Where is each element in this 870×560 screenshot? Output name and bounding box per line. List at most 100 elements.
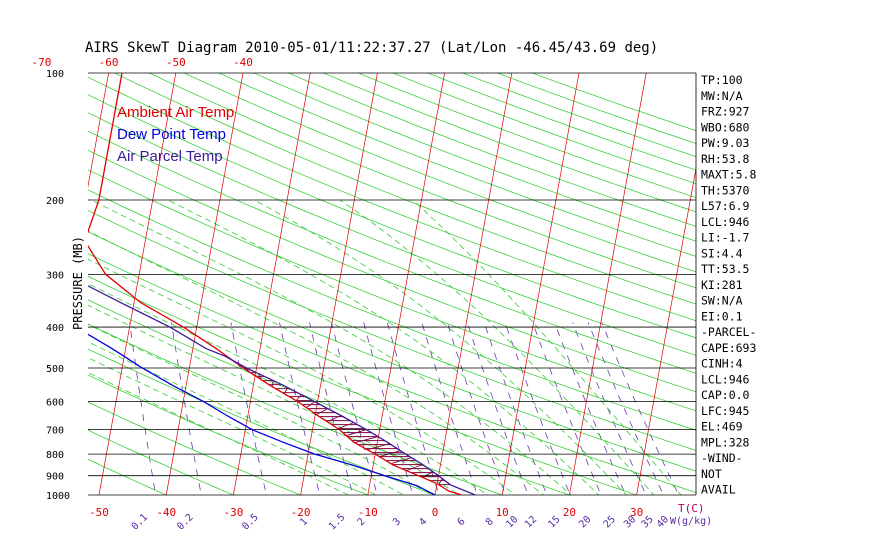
cape-hatch-line <box>438 478 443 485</box>
dry-adiabat-line <box>88 275 638 495</box>
moist-adiabat-line <box>339 199 655 495</box>
pressure-tick-label: 1000 <box>46 491 70 502</box>
bottom-temp-tick-label: 10 <box>496 506 509 519</box>
index-readout: CAPE:693 <box>701 341 756 355</box>
dry-adiabat-line <box>88 231 696 472</box>
mixing-ratio-label: 20 <box>577 514 593 530</box>
index-readout: SW:N/A <box>701 294 743 308</box>
cape-hatch-line <box>406 464 423 472</box>
mixing-ratio-label: 25 <box>602 514 618 530</box>
moist-adiabat-line <box>88 304 461 495</box>
isotherm-line <box>501 73 580 495</box>
mixing-ratio-label: 8 <box>484 516 496 528</box>
mixing-ratio-label: 0.1 <box>130 512 151 533</box>
dry-adiabat-line <box>88 169 696 412</box>
pressure-tick-label: 500 <box>46 364 64 375</box>
cape-hatch-line <box>271 380 274 387</box>
moist-adiabat-line <box>412 199 682 495</box>
dry-adiabat-line <box>392 73 696 185</box>
dry-adiabat-line <box>88 130 696 374</box>
bottom-temp-tick-label: 0 <box>432 506 439 519</box>
mixing-ratio-label: 4 <box>417 516 429 528</box>
index-readout: RH:53.8 <box>701 152 750 166</box>
moist-adiabat-line <box>88 372 350 495</box>
dry-adiabat-line <box>113 73 696 305</box>
isotherm-line <box>233 73 311 495</box>
dry-adiabat-line <box>427 73 696 171</box>
dew-point-templine-series-line <box>88 333 436 495</box>
pressure-tick-label: 800 <box>46 450 64 461</box>
moist-adiabat-line <box>88 230 545 495</box>
cape-hatch-line <box>379 450 401 458</box>
dry-adiabat-line <box>88 253 696 493</box>
dry-adiabat-line <box>88 323 504 495</box>
index-readout: LFC:945 <box>701 404 749 418</box>
top-temp-tick-label: -60 <box>99 56 119 69</box>
mixing-ratio-label: 6 <box>456 516 468 528</box>
air-parcel-templine-series-line <box>88 285 476 495</box>
isotherm-line <box>838 73 870 495</box>
legend-entry: Air Parcel Temp <box>117 148 223 165</box>
moist-adiabat-line <box>88 258 517 495</box>
isotherm-line <box>300 73 378 495</box>
isotherm-line <box>434 73 513 495</box>
isotherm-line <box>165 73 244 495</box>
index-readout: CINH:4 <box>701 357 743 371</box>
index-readout: KI:281 <box>701 278 743 292</box>
index-readout: LI:-1.7 <box>701 231 750 245</box>
isotherm-line <box>88 73 109 189</box>
dry-adiabat-line <box>531 73 696 131</box>
isotherm-line <box>0 73 41 495</box>
mixing-ratio-line <box>279 322 321 495</box>
cape-hatch-line <box>283 387 289 394</box>
mixing-ratio-line <box>466 322 529 495</box>
moist-adiabat-line <box>88 341 405 495</box>
dry-adiabat-line <box>253 73 696 242</box>
dry-adiabat-line <box>88 94 696 339</box>
index-readout: NOT <box>701 467 722 481</box>
index-readout: MPL:328 <box>701 435 750 449</box>
top-temp-tick-label: -40 <box>233 56 253 69</box>
y-axis-label: PRESSURE (MB) <box>71 236 85 330</box>
top-temp-tick-label: -70 <box>31 56 51 69</box>
cape-hatch-line <box>306 401 316 408</box>
index-readout: LCL:946 <box>701 372 750 386</box>
cape-hatch-line <box>367 443 390 451</box>
index-readout: SI:4.4 <box>701 246 743 260</box>
isotherm-line <box>98 73 177 495</box>
index-readout: MAXT:5.8 <box>701 168 756 182</box>
dry-adiabat-line <box>88 401 302 495</box>
dry-adiabat-line <box>287 73 696 227</box>
bottom-temp-tick-label: -40 <box>156 506 176 519</box>
index-readout: L57:6.9 <box>701 199 750 213</box>
index-readout: -PARCEL- <box>701 325 756 339</box>
bottom-temp-tick-label: -10 <box>358 506 378 519</box>
moist-adiabat-line <box>167 199 600 495</box>
dry-adiabat-line <box>218 73 696 257</box>
index-readout: TP:100 <box>701 73 743 87</box>
mixing-ratio-unit-label: W(g/kg) <box>670 516 712 527</box>
cape-hatch-line <box>295 394 302 401</box>
cape-hatch-line <box>316 408 329 416</box>
cape-hatch-line <box>422 471 433 479</box>
mixing-ratio-label: 40 <box>655 514 671 530</box>
cape-hatch-line <box>346 429 367 437</box>
mixing-ratio-line <box>587 322 664 495</box>
dry-adiabat-line <box>88 210 696 451</box>
cape-hatch-line <box>337 422 354 430</box>
mixing-ratio-line <box>230 322 267 495</box>
isotherm-line <box>569 73 647 495</box>
index-readout: EI:0.1 <box>701 309 743 323</box>
chart-title: AIRS SkewT Diagram 2010-05-01/11:22:37.2… <box>85 40 658 56</box>
cape-hatch-line <box>390 457 412 465</box>
index-readout: TT:53.5 <box>701 262 749 276</box>
index-readout: WBO:680 <box>701 120 750 134</box>
moist-adiabat-line <box>88 323 433 495</box>
cape-hatch-line <box>354 436 379 444</box>
dry-adiabat-line <box>148 73 696 289</box>
index-readout: MW:N/A <box>701 89 743 103</box>
dry-adiabat-line <box>88 76 696 322</box>
top-temp-tick-label: -50 <box>166 56 186 69</box>
dry-adiabat-line <box>88 374 369 495</box>
